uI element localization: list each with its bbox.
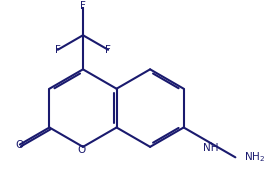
Text: F: F bbox=[105, 45, 111, 55]
Text: F: F bbox=[80, 1, 86, 11]
Text: O: O bbox=[16, 140, 24, 150]
Text: O: O bbox=[77, 145, 85, 155]
Text: F: F bbox=[55, 45, 61, 55]
Text: NH: NH bbox=[203, 143, 219, 153]
Text: NH$_2$: NH$_2$ bbox=[244, 150, 265, 164]
